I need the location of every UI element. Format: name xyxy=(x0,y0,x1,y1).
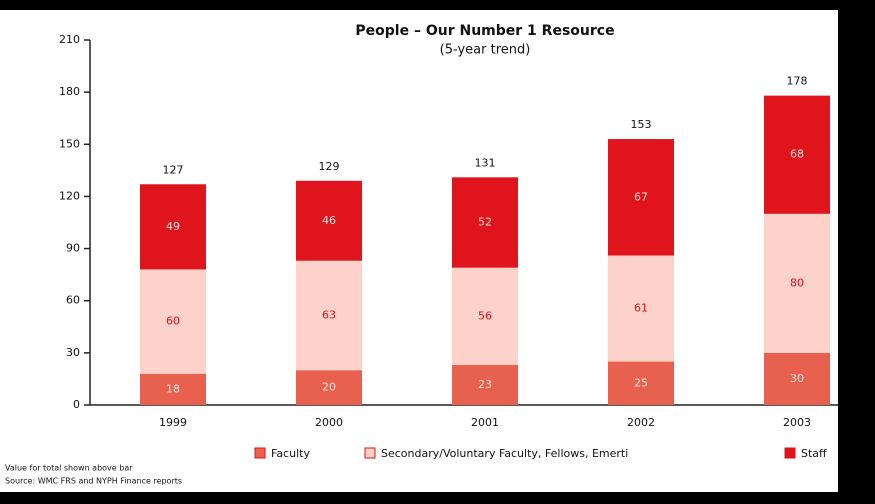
total-label: 178 xyxy=(787,75,808,88)
y-tick-label: 210 xyxy=(59,33,80,46)
data-label: 23 xyxy=(478,378,492,391)
x-tick-label: 2002 xyxy=(627,416,655,429)
data-label: 46 xyxy=(322,214,336,227)
x-tick-label: 2003 xyxy=(783,416,811,429)
data-label: 25 xyxy=(634,376,648,389)
y-tick-label: 180 xyxy=(59,85,80,98)
data-label: 63 xyxy=(322,308,336,321)
y-tick-label: 30 xyxy=(66,346,80,359)
y-tick-label: 60 xyxy=(66,294,80,307)
bar-segment xyxy=(296,260,362,371)
total-label: 127 xyxy=(163,163,184,176)
data-label: 20 xyxy=(322,381,336,394)
bar-segment xyxy=(452,177,518,268)
data-label: 52 xyxy=(478,216,492,229)
data-label: 30 xyxy=(790,372,804,385)
data-label: 68 xyxy=(790,148,804,161)
y-tick-label: 90 xyxy=(66,242,80,255)
footnote: Value for total shown above bar xyxy=(5,464,133,473)
bar-segment xyxy=(608,139,674,256)
data-label: 61 xyxy=(634,302,648,315)
data-label: 80 xyxy=(790,276,804,289)
bar-segment xyxy=(452,365,518,405)
chart-title: People – Our Number 1 Resource xyxy=(355,23,614,39)
bar-segment xyxy=(140,269,206,374)
legend-label: Staff xyxy=(801,447,827,460)
legend-label: Faculty xyxy=(271,447,310,460)
bar-segment xyxy=(764,213,830,353)
y-tick-label: 0 xyxy=(73,398,80,411)
data-label: 56 xyxy=(478,309,492,322)
y-tick-label: 150 xyxy=(59,137,80,150)
chart-subtitle: (5-year trend) xyxy=(440,43,531,58)
legend-swatch xyxy=(254,447,266,459)
background xyxy=(0,10,838,492)
total-label: 129 xyxy=(319,160,340,173)
legend-swatch xyxy=(364,447,376,459)
bar-segment xyxy=(764,95,830,214)
bar-segment xyxy=(764,352,830,405)
data-label: 60 xyxy=(166,315,180,328)
x-tick-label: 1999 xyxy=(159,416,187,429)
x-tick-label: 2000 xyxy=(315,416,343,429)
data-label: 67 xyxy=(634,190,648,203)
legend-swatch xyxy=(784,447,796,459)
bar-segment xyxy=(296,370,362,405)
bar-segment xyxy=(140,373,206,405)
bar-segment xyxy=(140,184,206,270)
x-tick-label: 2001 xyxy=(471,416,499,429)
total-label: 153 xyxy=(631,118,652,131)
bar-segment xyxy=(296,180,362,261)
footnote: Source: WMC FRS and NYPH Finance reports xyxy=(5,477,182,486)
y-tick-label: 120 xyxy=(59,189,80,202)
data-label: 18 xyxy=(166,382,180,395)
bar-segment xyxy=(608,255,674,362)
bar-segment xyxy=(452,267,518,366)
total-label: 131 xyxy=(475,156,496,169)
bar-segment xyxy=(608,361,674,405)
data-label: 49 xyxy=(166,220,180,233)
legend-label: Secondary/Voluntary Faculty, Fellows, Em… xyxy=(381,447,628,460)
